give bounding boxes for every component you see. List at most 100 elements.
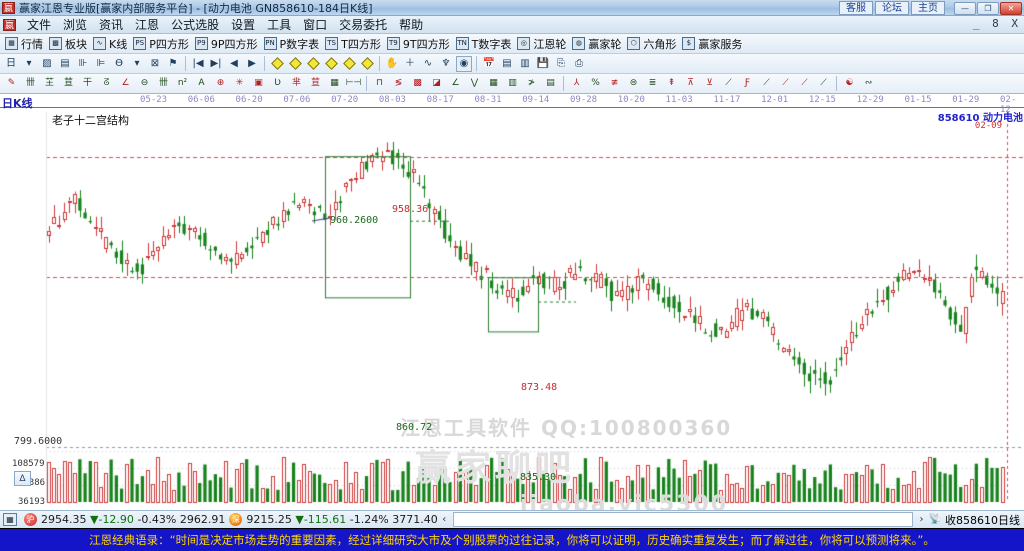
menu-item-news[interactable]: 资讯 bbox=[99, 18, 124, 32]
candle-style-dropdown[interactable]: ▾ bbox=[134, 57, 140, 69]
toolbar-button-p-number-table[interactable]: PN P数字表 bbox=[262, 36, 324, 52]
curve-icon[interactable]: ᘔ bbox=[103, 78, 110, 88]
gann-fan-2-icon[interactable]: 荁 bbox=[63, 78, 73, 88]
channel-icon[interactable]: ▩ bbox=[413, 78, 422, 88]
retrace-icon[interactable]: ⅄ bbox=[573, 78, 580, 88]
slope-icon[interactable]: ∠ bbox=[451, 78, 460, 88]
chart-area[interactable]: 05-23 06-06 06-20 07-06 07-20 08-03 08-17 08-31… bbox=[0, 94, 1024, 510]
slope4-icon[interactable]: ⟋ bbox=[782, 78, 789, 88]
percent-lines-icon[interactable]: 干 bbox=[82, 78, 92, 88]
indicator-1-icon[interactable]: ⊪ bbox=[78, 57, 88, 69]
hand-tool-icon[interactable]: ✋ bbox=[385, 57, 399, 69]
slope3-icon[interactable]: ⟋ bbox=[763, 78, 770, 88]
nav-prev-button[interactable]: ‹ bbox=[442, 514, 447, 525]
circle2-icon[interactable]: ⊜ bbox=[629, 78, 638, 88]
yinyang-icon[interactable]: ☯ bbox=[845, 78, 854, 88]
menu-item-help[interactable]: 帮助 bbox=[399, 18, 424, 32]
f-line-icon[interactable]: Ƒ bbox=[744, 78, 751, 88]
slope2-icon[interactable]: ⟋ bbox=[725, 78, 732, 88]
trendline-icon[interactable]: ∿ bbox=[423, 57, 433, 69]
angle-icon[interactable]: ∠ bbox=[121, 78, 130, 88]
chart-expand-button[interactable]: Δ bbox=[14, 471, 31, 486]
shenzhen-index-quote[interactable]: 9215.25 ▼-115.61 -1.24% 3771.40 bbox=[246, 513, 437, 526]
grid-lines-icon[interactable]: 卌 bbox=[25, 78, 35, 88]
single-chart-icon[interactable]: ▤ bbox=[60, 57, 70, 69]
toolbar-button-winner-service[interactable]: $ 赢家服务 bbox=[680, 36, 746, 52]
toolbar-button-p-square[interactable]: PS P四方形 bbox=[131, 36, 193, 52]
wave-icon[interactable]: Ʋ bbox=[274, 78, 281, 88]
target-icon[interactable]: ⊕ bbox=[216, 78, 225, 88]
menu-item-window[interactable]: 窗口 bbox=[303, 18, 328, 32]
indicator-2-icon[interactable]: ⊫ bbox=[96, 57, 106, 69]
toolbar-button-hexagon[interactable]: ⬡ 六角形 bbox=[625, 36, 680, 52]
toolbar-button-sector[interactable]: ▩ 板块 bbox=[47, 36, 91, 52]
menu-item-settings[interactable]: 设置 bbox=[231, 18, 256, 32]
next-icon[interactable]: ▶ bbox=[248, 57, 256, 69]
grid-box-icon[interactable]: ▦ bbox=[330, 78, 339, 88]
candle-style-icon[interactable]: Ɵ bbox=[115, 57, 123, 69]
nav-next-button[interactable]: › bbox=[919, 514, 924, 525]
menu-item-browse[interactable]: 浏览 bbox=[63, 18, 88, 32]
fan-icon[interactable]: ♆ bbox=[441, 57, 451, 69]
period-day-button[interactable]: 日 bbox=[6, 57, 16, 69]
grid2-icon[interactable]: ▦ bbox=[489, 78, 498, 88]
speed-line-icon[interactable]: ⊼ bbox=[687, 78, 694, 88]
bar-compare-icon[interactable]: ▤ bbox=[546, 78, 555, 88]
slope5-icon[interactable]: ⟋ bbox=[801, 78, 808, 88]
region-icon[interactable]: ◪ bbox=[432, 78, 441, 88]
diamond-4-icon[interactable] bbox=[323, 56, 339, 72]
star-icon[interactable]: ✳ bbox=[235, 78, 244, 88]
menu-item-tools[interactable]: 工具 bbox=[267, 18, 292, 32]
export-icon[interactable]: ⎘ bbox=[557, 57, 565, 69]
diamond-3-icon[interactable] bbox=[305, 56, 321, 72]
restore-button[interactable]: ❐ bbox=[977, 1, 999, 15]
fib-1-icon[interactable]: ≢ bbox=[610, 78, 619, 88]
ladder-icon[interactable]: 卌 bbox=[158, 78, 168, 88]
toolbar-button-9p-square[interactable]: P9 9P四方形 bbox=[193, 36, 262, 52]
overlay-icon[interactable]: ⊠ bbox=[150, 57, 160, 69]
slope6-icon[interactable]: ⟋ bbox=[820, 78, 827, 88]
diamond-5-icon[interactable] bbox=[341, 56, 357, 72]
crosshair-icon[interactable]: ＋ bbox=[405, 57, 415, 69]
gann-fan-1-icon[interactable]: 芏 bbox=[44, 78, 54, 88]
report-icon[interactable]: ▥ bbox=[520, 57, 530, 69]
last-page-icon[interactable]: ▶| bbox=[210, 57, 222, 69]
save-icon[interactable]: 💾 bbox=[536, 57, 550, 69]
percent-icon[interactable]: % bbox=[591, 78, 600, 88]
toolbar-button-quotes[interactable]: ▦ 行情 bbox=[3, 36, 47, 52]
grid3-icon[interactable]: ▥ bbox=[508, 78, 517, 88]
multi-slope-icon[interactable]: ≯ bbox=[527, 78, 536, 88]
square-n-icon[interactable]: n² bbox=[177, 78, 188, 88]
flag-icon[interactable]: ⚑ bbox=[168, 57, 178, 69]
mdi-window-buttons[interactable]: _ 8 X bbox=[972, 17, 1021, 30]
pen-tool-icon[interactable]: ✎ bbox=[7, 78, 16, 88]
vshape-icon[interactable]: ⋁ bbox=[470, 78, 479, 88]
fib-2-icon[interactable]: ≣ bbox=[648, 78, 657, 88]
shanghai-index-quote[interactable]: 2954.35 ▼-12.90 -0.43% 2962.91 bbox=[41, 513, 225, 526]
link-forum[interactable]: 论坛 bbox=[875, 1, 909, 15]
timebar-2-icon[interactable]: 荁 bbox=[310, 78, 320, 88]
toolbar-button-9t-square[interactable]: T9 9T四方形 bbox=[385, 36, 454, 52]
menu-item-gann[interactable]: 江恩 bbox=[135, 18, 160, 32]
box-icon[interactable]: ▣ bbox=[254, 78, 263, 88]
candlestick-canvas[interactable] bbox=[0, 94, 1024, 509]
pen2-icon[interactable]: ⇞ bbox=[667, 78, 676, 88]
rect-tool-icon[interactable]: ⊓ bbox=[375, 78, 384, 88]
link-homepage[interactable]: 主页 bbox=[911, 1, 945, 15]
multi-chart-icon[interactable]: ▨ bbox=[42, 57, 52, 69]
diamond-1-icon[interactable] bbox=[269, 56, 285, 72]
arc-icon[interactable]: A bbox=[198, 78, 205, 88]
pitchfork-icon[interactable]: ⊢⊣ bbox=[345, 78, 362, 88]
status-input[interactable] bbox=[452, 512, 913, 527]
menu-item-trade[interactable]: 交易委托 bbox=[339, 18, 388, 32]
link-customer-service[interactable]: 客服 bbox=[839, 1, 873, 15]
timebar-1-icon[interactable]: 芈 bbox=[291, 78, 301, 88]
diamond-6-icon[interactable] bbox=[359, 56, 375, 72]
close-button[interactable]: ✕ bbox=[1000, 1, 1022, 15]
toolbar-button-gann-wheel[interactable]: ◎ 江恩轮 bbox=[515, 36, 570, 52]
circle-tool-icon[interactable]: ⊖ bbox=[140, 78, 149, 88]
print-icon[interactable]: ⎙ bbox=[575, 57, 583, 69]
diamond-2-icon[interactable] bbox=[287, 56, 303, 72]
calendar-icon[interactable]: 📅 bbox=[482, 57, 496, 69]
period-dropdown[interactable]: ▾ bbox=[26, 57, 32, 69]
